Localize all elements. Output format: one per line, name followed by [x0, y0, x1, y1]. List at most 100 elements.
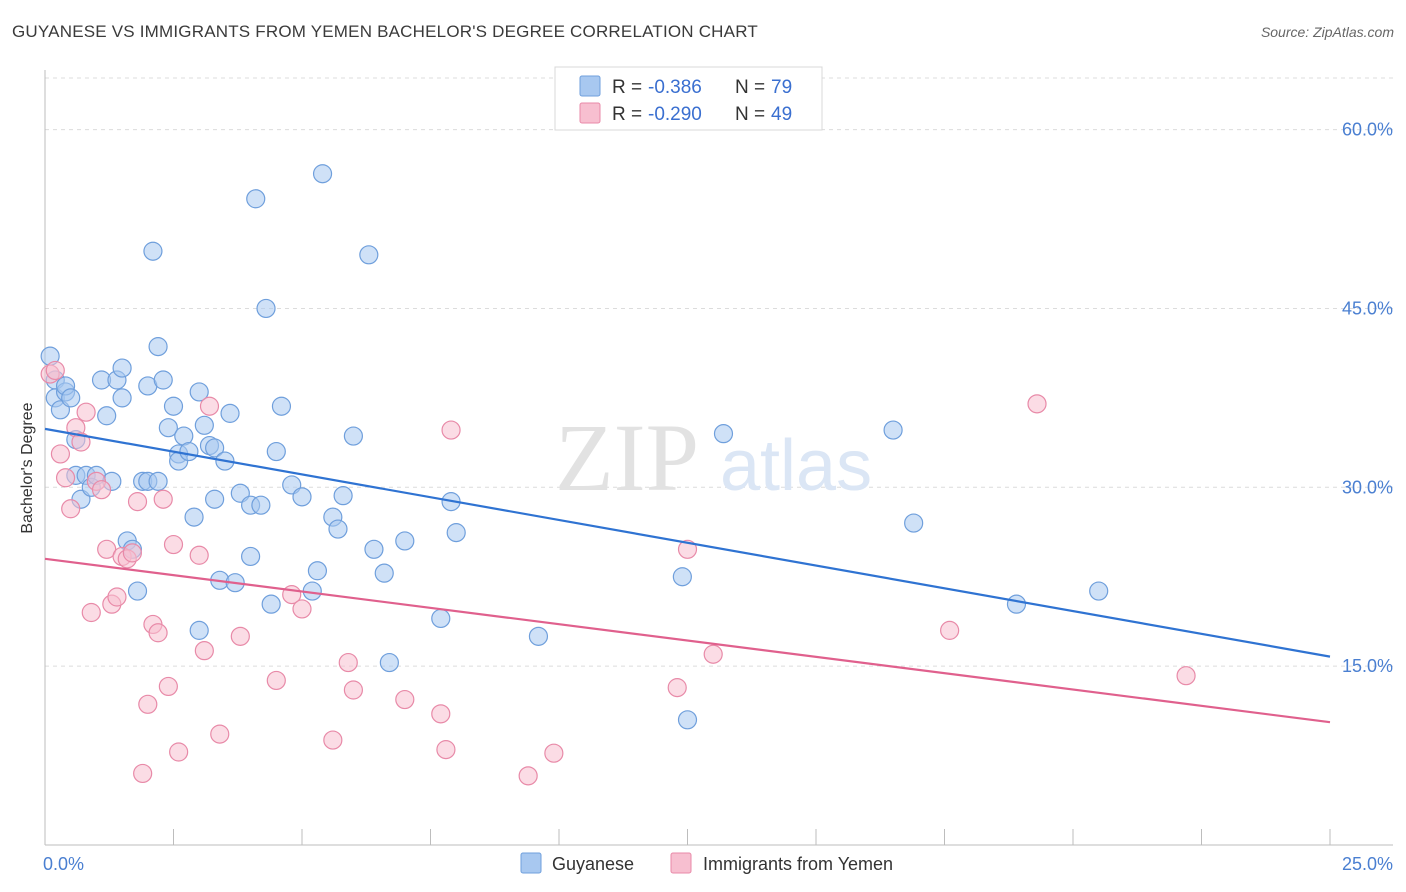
data-point-yemen [158, 676, 178, 697]
data-point-guyanese [1006, 594, 1027, 614]
data-point-guyanese [97, 406, 117, 426]
data-point-yemen [323, 730, 343, 750]
data-point-yemen [133, 763, 153, 784]
data-point-guyanese [359, 245, 379, 265]
data-point-yemen [148, 623, 168, 643]
data-point-guyanese [431, 608, 451, 629]
legend-n-label-1: N = [735, 77, 765, 98]
data-point-yemen [518, 766, 538, 786]
data-point-guyanese [261, 594, 281, 614]
data-point-guyanese [1089, 581, 1109, 601]
data-point-yemen [343, 680, 363, 700]
data-point-guyanese [446, 523, 466, 543]
y-tick-label: 30.0% [1342, 477, 1393, 497]
x-tick-label: 25.0% [1342, 854, 1393, 874]
data-point-yemen [76, 402, 96, 422]
y-axis-label: Bachelor's Degree [19, 402, 36, 533]
data-point-guyanese [395, 531, 415, 551]
data-point-guyanese [883, 420, 903, 440]
data-point-yemen [107, 587, 127, 607]
data-point-yemen [338, 652, 358, 673]
data-point-yemen [50, 444, 71, 464]
y-tick-label: 45.0% [1342, 298, 1393, 318]
data-point-yemen [189, 545, 209, 565]
data-point-guyanese [328, 519, 348, 539]
data-point-yemen [163, 534, 184, 555]
y-tick-label: 15.0% [1342, 656, 1393, 676]
legend-n-value-1: 79 [771, 77, 792, 98]
legend-r-value-1: -0.386 [648, 77, 702, 98]
data-point-guyanese [713, 424, 734, 444]
data-point-yemen [210, 724, 230, 744]
data-point-yemen [544, 743, 564, 763]
legend-r-label-1: R = [612, 77, 642, 98]
data-point-guyanese [292, 487, 312, 507]
data-point-yemen [45, 360, 65, 381]
data-point-yemen [81, 602, 101, 623]
y-tick-label: 60.0% [1342, 120, 1393, 140]
data-point-yemen [199, 396, 220, 416]
data-point-guyanese [312, 164, 333, 184]
data-point-guyanese [333, 486, 353, 506]
legend-n-value-2: 49 [771, 104, 792, 125]
data-point-guyanese [148, 337, 168, 357]
data-point-guyanese [143, 241, 163, 261]
data-point-guyanese [271, 396, 292, 416]
data-point-guyanese [528, 626, 549, 646]
data-point-yemen [1027, 394, 1047, 414]
watermark-zip: ZIP [555, 404, 699, 511]
data-point-guyanese [220, 403, 240, 423]
data-point-yemen [194, 641, 214, 661]
series-legend-swatch-guyanese [520, 852, 542, 874]
data-point-yemen [266, 670, 286, 691]
data-points [40, 164, 1196, 786]
data-point-guyanese [677, 710, 698, 730]
data-point-guyanese [189, 382, 209, 402]
data-point-yemen [230, 626, 250, 646]
data-point-guyanese [343, 426, 363, 446]
x-tick-label: 0.0% [43, 854, 84, 874]
data-point-yemen [677, 539, 698, 559]
data-point-guyanese [205, 489, 225, 509]
data-point-guyanese [251, 495, 271, 515]
data-point-yemen [395, 689, 415, 710]
data-point-guyanese [904, 513, 924, 533]
data-point-guyanese [184, 507, 204, 527]
data-point-guyanese [127, 581, 148, 601]
data-point-yemen [441, 420, 461, 440]
watermark-atlas: atlas [720, 426, 872, 506]
watermark: ZIP atlas [555, 404, 872, 511]
data-point-yemen [940, 620, 960, 640]
gridlines [45, 77, 1393, 667]
data-point-guyanese [256, 298, 276, 319]
data-point-yemen [431, 704, 451, 724]
data-point-guyanese [148, 471, 168, 491]
data-point-yemen [61, 499, 81, 519]
data-point-yemen [55, 468, 76, 488]
data-point-guyanese [153, 370, 173, 390]
data-point-guyanese [672, 567, 692, 587]
data-point-guyanese [163, 396, 184, 416]
data-point-guyanese [112, 358, 132, 378]
series-legend-swatch-yemen [670, 852, 692, 874]
legend-n-label-2: N = [735, 104, 765, 125]
legend-r-value-2: -0.290 [648, 104, 702, 125]
data-point-yemen [1176, 666, 1196, 686]
data-point-yemen [122, 543, 142, 563]
legend-swatch-guyanese [579, 75, 601, 97]
data-point-guyanese [374, 563, 394, 583]
data-point-guyanese [205, 438, 225, 458]
data-point-yemen [153, 489, 173, 509]
data-point-yemen [127, 492, 148, 512]
data-point-guyanese [158, 418, 178, 438]
data-point-guyanese [61, 388, 81, 408]
data-point-guyanese [266, 441, 286, 462]
data-point-guyanese [194, 415, 214, 435]
legend-swatch-yemen [579, 102, 601, 124]
trend-line-guyanese [44, 427, 1331, 658]
data-point-guyanese [112, 388, 132, 408]
trend-line-yemen [44, 557, 1331, 724]
data-point-guyanese [379, 652, 399, 673]
y-tick-labels: 15.0% 30.0% 45.0% 60.0% [1342, 120, 1393, 677]
chart-source: Source: ZipAtlas.com [1260, 24, 1394, 40]
